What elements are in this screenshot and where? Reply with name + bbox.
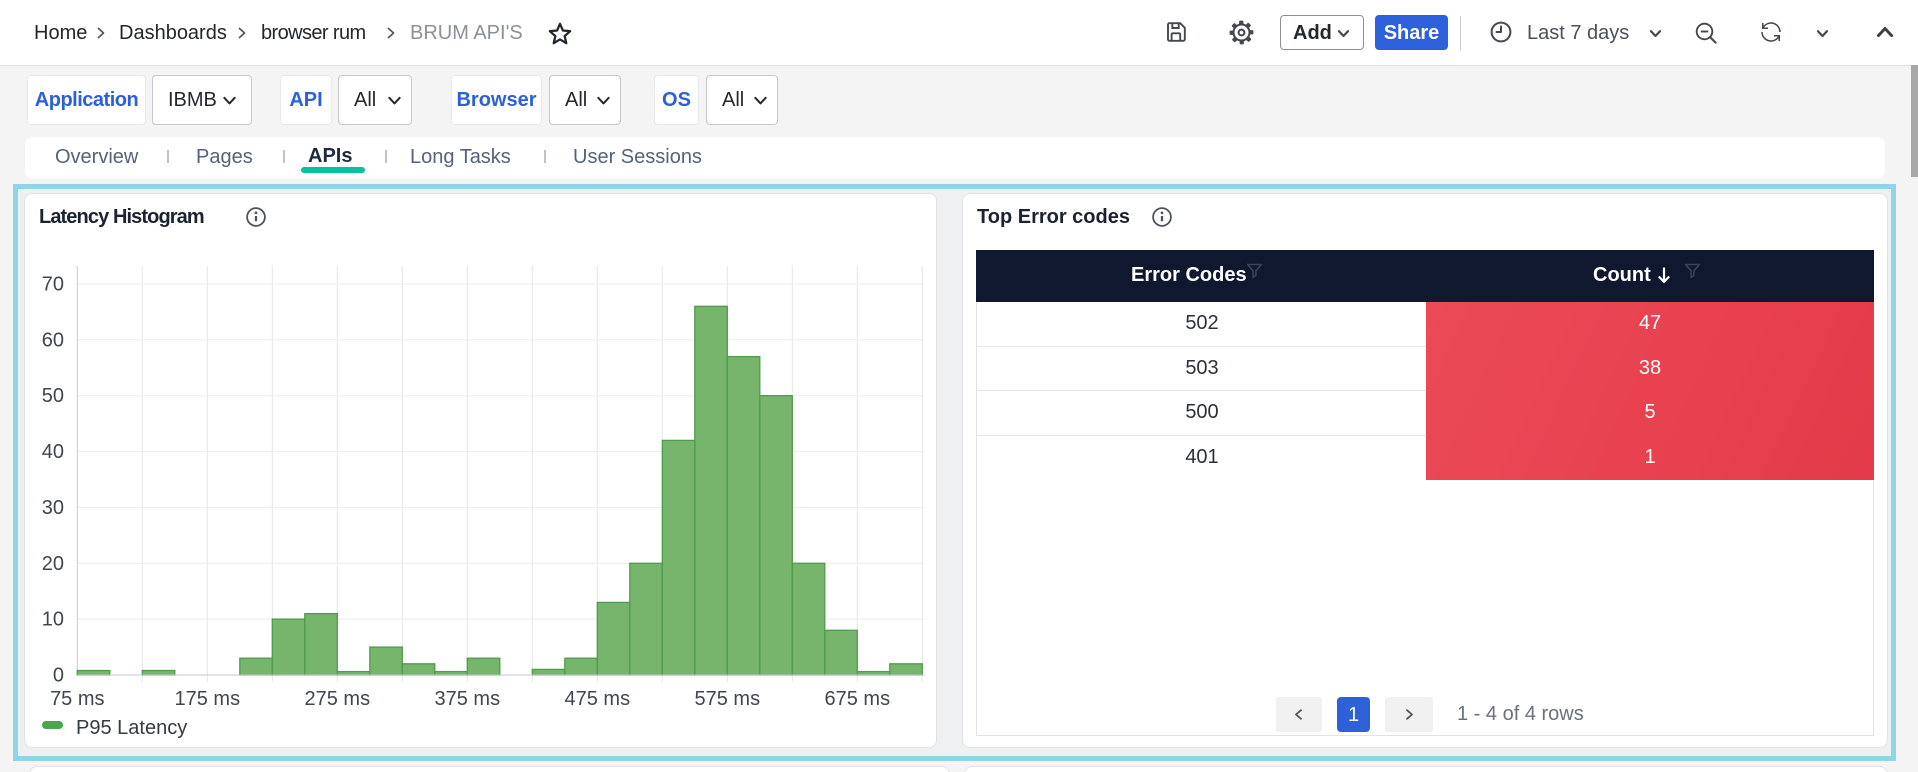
svg-text:175 ms: 175 ms bbox=[175, 688, 241, 710]
svg-text:75 ms: 75 ms bbox=[50, 688, 104, 710]
svg-text:575 ms: 575 ms bbox=[695, 688, 761, 710]
svg-text:20: 20 bbox=[42, 553, 64, 575]
svg-text:475 ms: 475 ms bbox=[565, 688, 631, 710]
svg-text:375 ms: 375 ms bbox=[435, 688, 501, 710]
svg-text:40: 40 bbox=[42, 441, 64, 463]
svg-text:50: 50 bbox=[42, 385, 64, 407]
svg-text:275 ms: 275 ms bbox=[305, 688, 371, 710]
svg-text:70: 70 bbox=[42, 274, 64, 296]
svg-text:30: 30 bbox=[42, 497, 64, 519]
svg-text:P95 Latency: P95 Latency bbox=[76, 717, 187, 739]
svg-text:0: 0 bbox=[53, 665, 64, 687]
svg-text:60: 60 bbox=[42, 329, 64, 351]
svg-text:10: 10 bbox=[42, 609, 64, 631]
svg-text:675 ms: 675 ms bbox=[825, 688, 891, 710]
